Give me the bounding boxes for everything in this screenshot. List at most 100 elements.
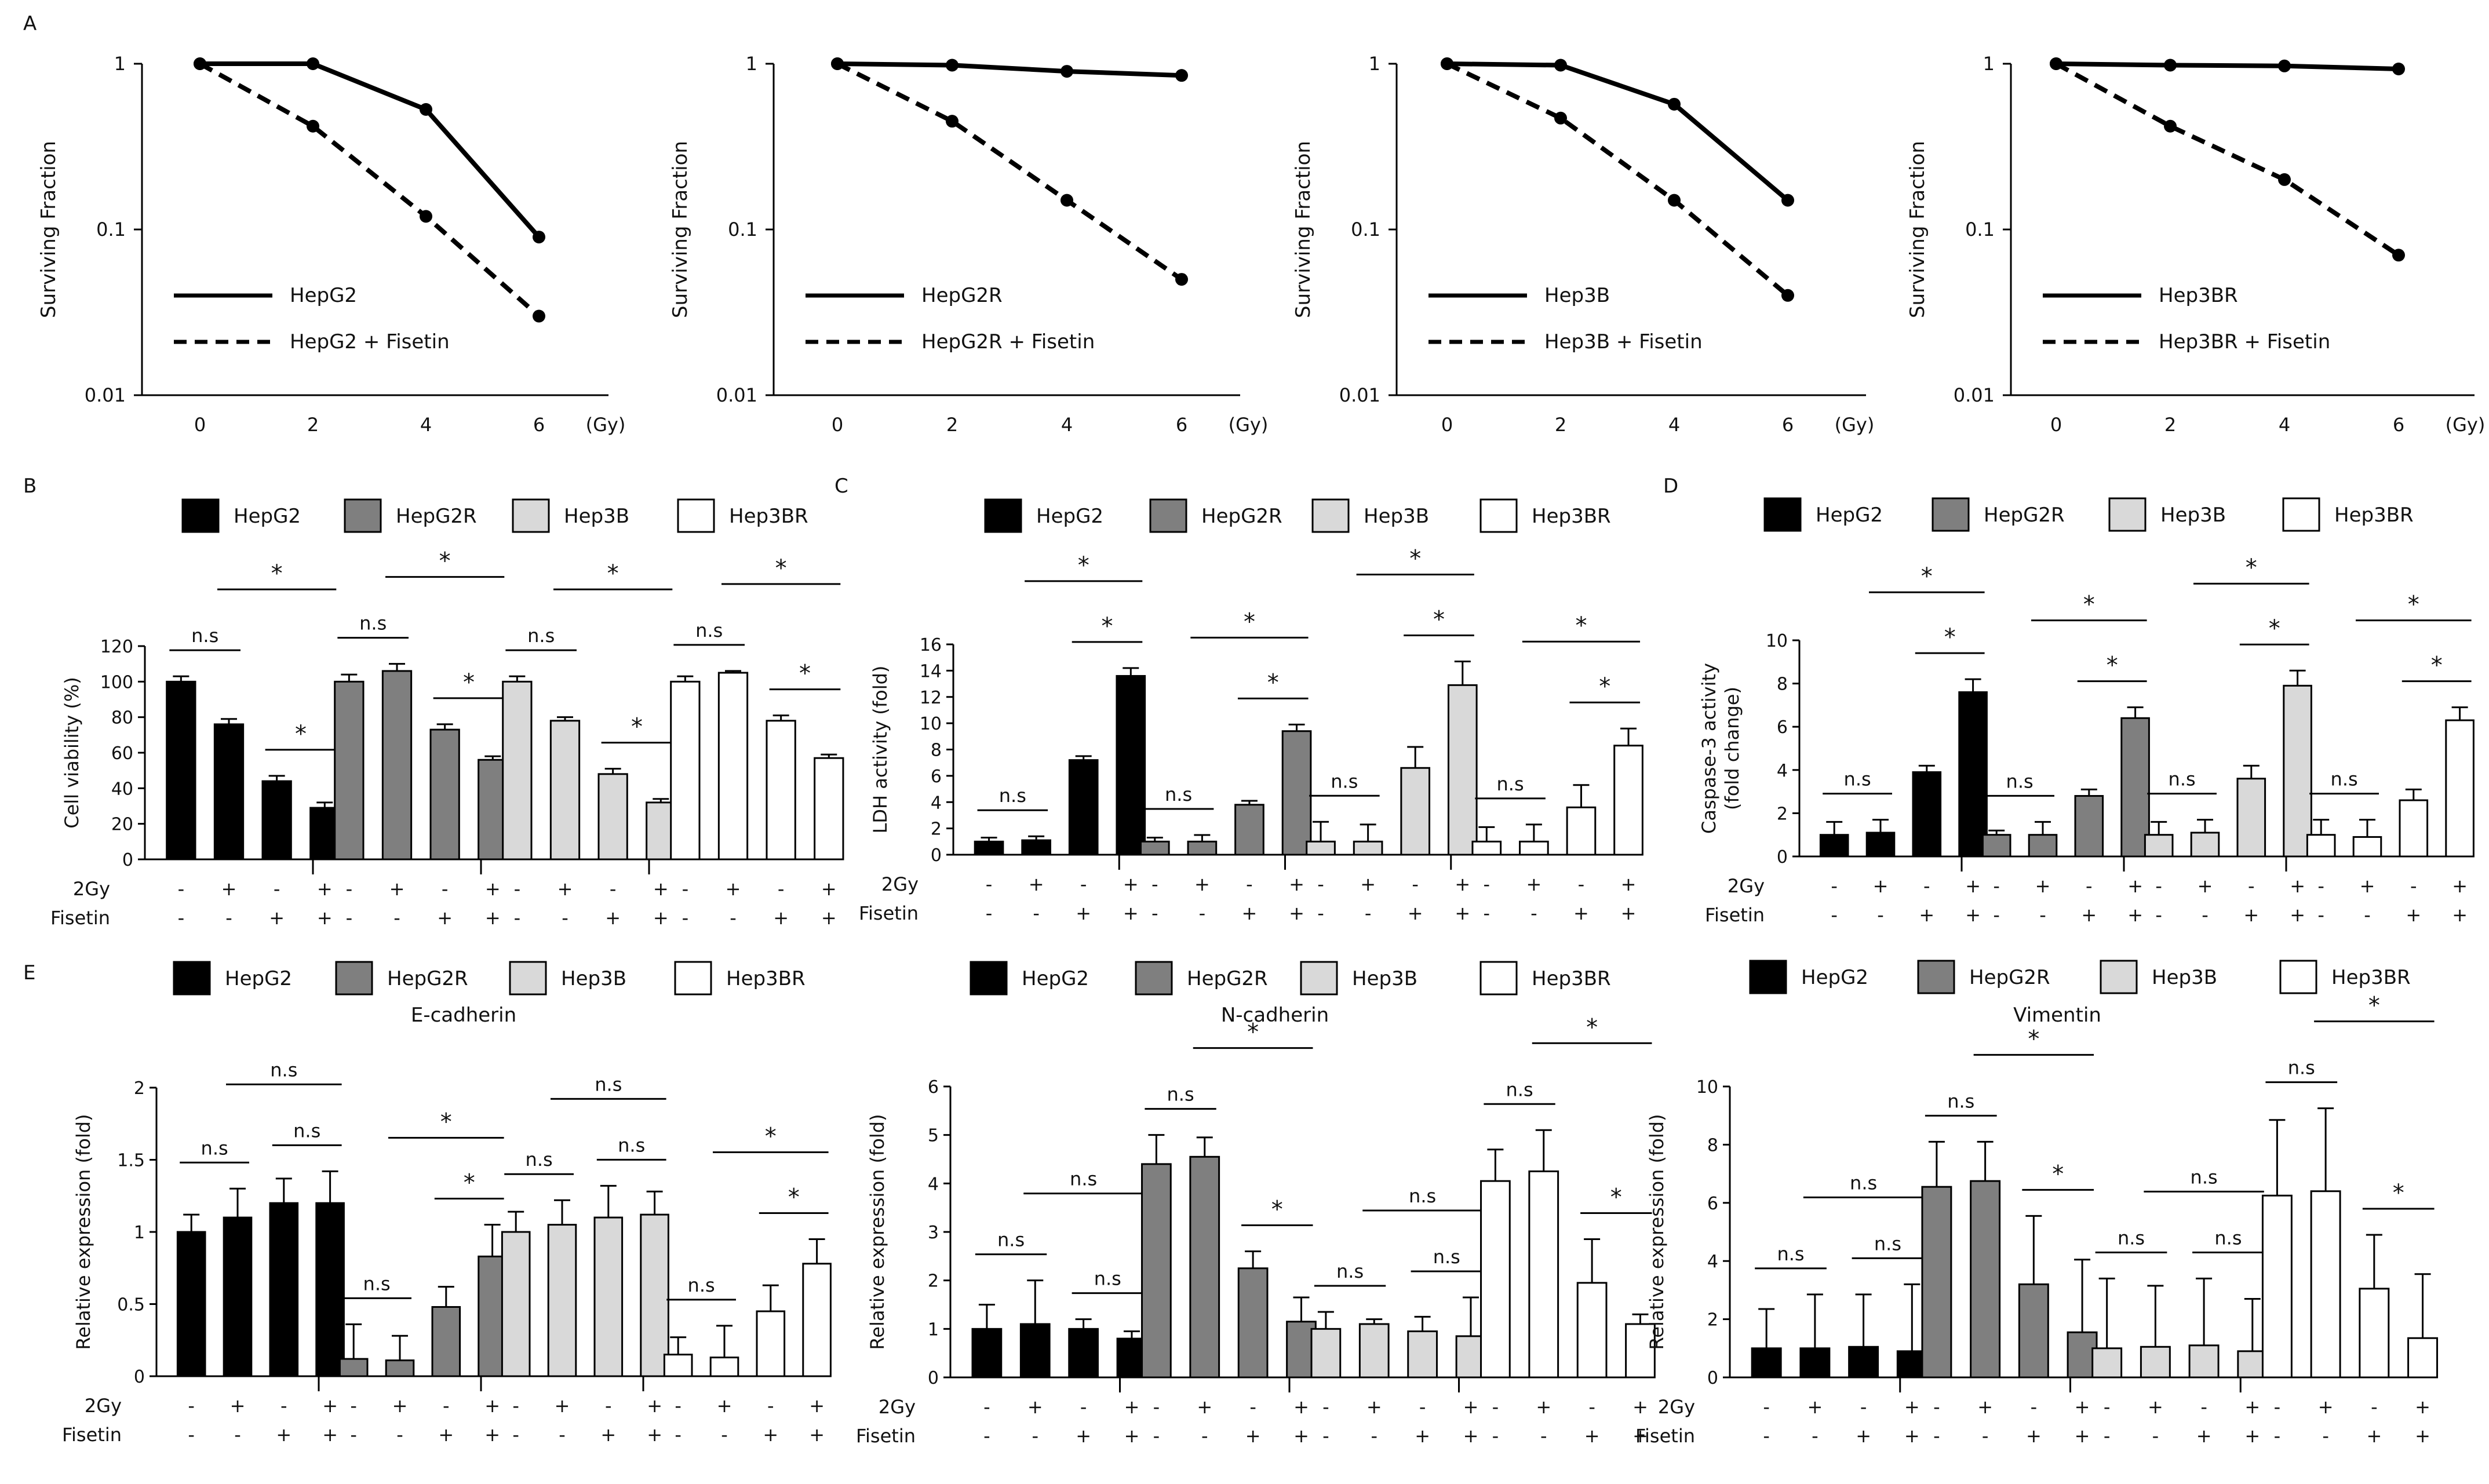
data-point bbox=[1441, 57, 1453, 70]
condition-fisetin-mark: - bbox=[1540, 1425, 1547, 1447]
x-axis-label: (Gy) bbox=[1229, 414, 1269, 436]
condition-fisetin-mark: - bbox=[1151, 902, 1158, 924]
bar bbox=[1625, 1323, 1656, 1379]
condition-2gy-mark: + bbox=[1029, 873, 1044, 895]
y-axis-label: LDH activity (fold) bbox=[869, 666, 891, 834]
bar bbox=[1407, 1330, 1438, 1379]
y-tick-label: 8 bbox=[1777, 674, 1788, 695]
legend-swatch bbox=[173, 961, 211, 996]
condition-fisetin-mark: + bbox=[1076, 1425, 1091, 1447]
data-point bbox=[831, 57, 844, 70]
condition-fisetin-mark: + bbox=[1919, 904, 1934, 926]
condition-fisetin-mark: - bbox=[2202, 904, 2209, 926]
y-axis-label: Cell viability (%) bbox=[61, 677, 83, 828]
bar bbox=[1480, 1180, 1511, 1379]
legend-swatch bbox=[344, 498, 382, 533]
condition-2gy-mark: - bbox=[682, 878, 689, 900]
bar bbox=[547, 1224, 577, 1377]
condition-fisetin-mark: + bbox=[2406, 904, 2421, 926]
legend-swatch bbox=[1763, 497, 1802, 532]
condition-fisetin-mark: - bbox=[1153, 1425, 1160, 1447]
condition-2gy-mark: - bbox=[605, 1395, 612, 1417]
x-axis-label: (Gy) bbox=[1835, 414, 1875, 436]
condition-fisetin-mark: - bbox=[1322, 1425, 1329, 1447]
series-line-2 bbox=[199, 61, 541, 318]
condition-2gy-mark: - bbox=[1763, 1396, 1770, 1418]
y-tick-label: 0 bbox=[931, 845, 942, 866]
data-point bbox=[1668, 194, 1681, 207]
y-tick-label: 6 bbox=[928, 1077, 939, 1097]
significance-label: * bbox=[775, 555, 787, 582]
condition-fisetin-mark: - bbox=[1317, 902, 1324, 924]
condition-row-label-fisetin: Fisetin bbox=[62, 1424, 122, 1446]
bar bbox=[1187, 840, 1218, 856]
bar bbox=[597, 773, 628, 860]
y-tick-label: 0.01 bbox=[716, 384, 757, 406]
condition-2gy-mark: - bbox=[280, 1395, 287, 1417]
significance-label: n.s bbox=[997, 1229, 1025, 1251]
panel-label-d: D bbox=[1663, 475, 1678, 498]
y-tick-label: 0 bbox=[1707, 1368, 1718, 1388]
legend-swatch bbox=[335, 961, 373, 996]
condition-2gy-mark: + bbox=[389, 878, 405, 900]
bar bbox=[1281, 730, 1312, 856]
y-tick-label: 20 bbox=[111, 815, 133, 835]
condition-fisetin-mark: - bbox=[2274, 1425, 2281, 1447]
condition-fisetin-mark: - bbox=[1484, 902, 1491, 924]
condition-fisetin-mark: + bbox=[2026, 1425, 2042, 1447]
y-tick-label: 8 bbox=[931, 741, 942, 761]
y-tick-label: 0.1 bbox=[1965, 218, 1995, 240]
significance-label: * bbox=[2408, 592, 2419, 618]
y-tick-label: 6 bbox=[1777, 717, 1788, 738]
condition-fisetin-mark: - bbox=[393, 907, 400, 929]
series-line-2 bbox=[1446, 61, 1790, 297]
legend-swatch bbox=[1749, 960, 1787, 994]
significance-label: n.s bbox=[2214, 1227, 2242, 1249]
y-tick-label: 2 bbox=[1777, 804, 1788, 824]
condition-2gy-mark: - bbox=[1249, 1396, 1256, 1418]
condition-fisetin-mark: + bbox=[1293, 1425, 1309, 1447]
condition-2gy-mark: + bbox=[1526, 873, 1541, 895]
legend-label: Hep3B bbox=[561, 967, 626, 990]
x-tick-label: 0 bbox=[832, 414, 843, 436]
condition-2gy-mark: + bbox=[1455, 873, 1470, 895]
bar bbox=[501, 1231, 531, 1377]
condition-2gy-mark: + bbox=[1632, 1396, 1648, 1418]
y-tick-label: 100 bbox=[100, 672, 133, 692]
data-point bbox=[420, 210, 432, 223]
condition-fisetin-mark: + bbox=[1621, 902, 1637, 924]
y-tick-label: 2 bbox=[931, 819, 942, 840]
condition-fisetin-mark: - bbox=[512, 1424, 519, 1446]
significance-label: * bbox=[799, 661, 811, 687]
bar bbox=[1519, 840, 1549, 856]
legend-label: HepG2 bbox=[290, 284, 357, 307]
significance-label: n.s bbox=[1850, 1172, 1877, 1194]
legend-label: Hep3B bbox=[2160, 504, 2226, 527]
significance-label: * bbox=[1433, 606, 1445, 633]
condition-fisetin-mark: - bbox=[1982, 1425, 1989, 1447]
panel-label-c: C bbox=[834, 475, 848, 498]
condition-fisetin-mark: - bbox=[721, 1424, 728, 1446]
condition-fisetin-mark: - bbox=[350, 1424, 357, 1446]
condition-2gy-mark: - bbox=[2410, 875, 2417, 897]
x-tick-label: 0 bbox=[1441, 414, 1453, 436]
legend-swatch bbox=[1149, 498, 1187, 533]
significance-label: * bbox=[271, 560, 283, 587]
condition-2gy-mark: + bbox=[2127, 875, 2143, 897]
condition-2gy-mark: + bbox=[2452, 875, 2468, 897]
bar bbox=[1021, 839, 1051, 856]
significance-label: * bbox=[1247, 1019, 1259, 1046]
significance-label: n.s bbox=[293, 1120, 320, 1142]
significance-label: * bbox=[2368, 993, 2380, 1019]
x-tick-label: 0 bbox=[194, 414, 206, 436]
condition-fisetin-mark: + bbox=[1463, 1425, 1479, 1447]
bar bbox=[971, 1328, 1003, 1379]
condition-fisetin-mark: - bbox=[1530, 902, 1537, 924]
condition-2gy-mark: - bbox=[1993, 875, 2000, 897]
significance-label: * bbox=[463, 669, 475, 696]
bar bbox=[640, 1213, 669, 1377]
condition-fisetin-mark: - bbox=[178, 907, 185, 929]
condition-fisetin-mark: + bbox=[2075, 1425, 2090, 1447]
chart-title: N-cadherin bbox=[1221, 1004, 1329, 1027]
significance-label: n.s bbox=[1844, 768, 1871, 790]
